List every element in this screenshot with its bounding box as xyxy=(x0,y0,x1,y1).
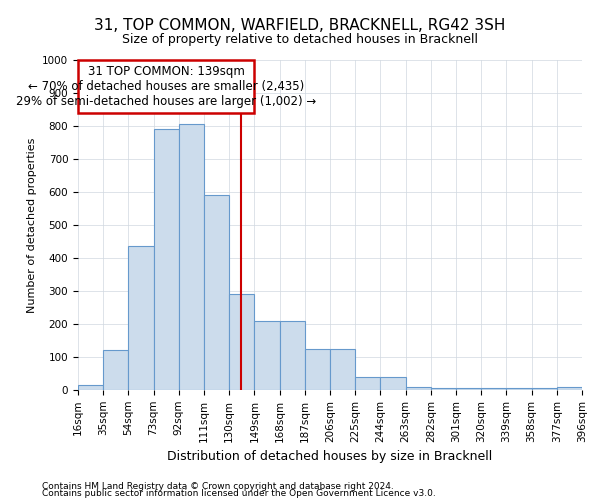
Bar xyxy=(78,385,103,390)
Bar xyxy=(204,196,229,390)
Bar xyxy=(532,388,557,390)
Bar xyxy=(229,294,254,390)
Text: ← 70% of detached houses are smaller (2,435): ← 70% of detached houses are smaller (2,… xyxy=(28,80,304,93)
Bar xyxy=(254,320,280,390)
Bar xyxy=(506,388,532,390)
Bar xyxy=(78,60,254,113)
Text: 31, TOP COMMON, WARFIELD, BRACKNELL, RG42 3SH: 31, TOP COMMON, WARFIELD, BRACKNELL, RG4… xyxy=(94,18,506,32)
Text: Size of property relative to detached houses in Bracknell: Size of property relative to detached ho… xyxy=(122,32,478,46)
Text: 29% of semi-detached houses are larger (1,002) →: 29% of semi-detached houses are larger (… xyxy=(16,94,316,108)
Bar xyxy=(280,320,305,390)
X-axis label: Distribution of detached houses by size in Bracknell: Distribution of detached houses by size … xyxy=(167,450,493,463)
Bar xyxy=(481,388,506,390)
Bar xyxy=(128,246,154,390)
Bar xyxy=(179,124,204,390)
Bar xyxy=(557,386,582,390)
Y-axis label: Number of detached properties: Number of detached properties xyxy=(26,138,37,312)
Text: Contains HM Land Registry data © Crown copyright and database right 2024.: Contains HM Land Registry data © Crown c… xyxy=(42,482,394,491)
Bar xyxy=(431,388,456,390)
Text: 31 TOP COMMON: 139sqm: 31 TOP COMMON: 139sqm xyxy=(88,65,245,78)
Bar xyxy=(355,377,380,390)
Bar xyxy=(305,349,330,390)
Bar xyxy=(103,350,128,390)
Bar xyxy=(380,377,406,390)
Bar xyxy=(406,386,431,390)
Bar xyxy=(456,388,481,390)
Bar xyxy=(330,349,355,390)
Bar xyxy=(154,130,179,390)
Text: Contains public sector information licensed under the Open Government Licence v3: Contains public sector information licen… xyxy=(42,489,436,498)
